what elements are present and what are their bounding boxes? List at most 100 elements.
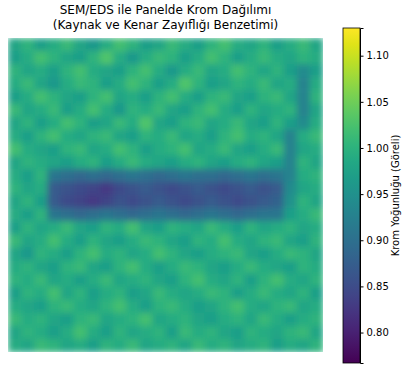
cell bbox=[87, 221, 101, 235]
cell bbox=[126, 103, 140, 117]
cell bbox=[152, 313, 166, 327]
cell bbox=[100, 38, 114, 52]
cell bbox=[100, 339, 114, 352]
cell bbox=[8, 326, 22, 340]
cell bbox=[87, 143, 101, 157]
cell bbox=[74, 51, 88, 65]
cell bbox=[61, 221, 75, 235]
cell bbox=[8, 221, 22, 235]
cell bbox=[205, 326, 219, 340]
cell bbox=[100, 274, 114, 288]
cell bbox=[139, 143, 153, 157]
colorbar-tick: 1.05 bbox=[360, 97, 389, 108]
cell bbox=[100, 156, 114, 170]
colorbar-tick-label: 1.00 bbox=[367, 143, 389, 154]
cell bbox=[271, 117, 285, 131]
cell bbox=[21, 339, 35, 352]
cell bbox=[244, 90, 258, 104]
cell bbox=[74, 38, 88, 52]
cell bbox=[47, 182, 61, 196]
colorbar-tick: 0.95 bbox=[360, 189, 389, 200]
cell bbox=[113, 234, 127, 248]
cell bbox=[284, 51, 298, 65]
cell bbox=[192, 156, 206, 170]
cell bbox=[47, 169, 61, 183]
cell bbox=[166, 38, 180, 52]
colorbar-tick-label: 0.80 bbox=[367, 327, 389, 338]
cell bbox=[152, 221, 166, 235]
cell bbox=[271, 64, 285, 78]
cell bbox=[284, 117, 298, 131]
cell bbox=[284, 195, 298, 209]
cell bbox=[166, 103, 180, 117]
cell bbox=[74, 64, 88, 78]
cell bbox=[139, 195, 153, 209]
cell bbox=[126, 182, 140, 196]
cell bbox=[61, 182, 75, 196]
cell bbox=[34, 234, 48, 248]
cell bbox=[100, 221, 114, 235]
cell bbox=[8, 234, 22, 248]
title: SEM/EDS ile Panelde Krom Dağılımı(Kaynak… bbox=[53, 3, 279, 32]
cell bbox=[257, 313, 271, 327]
cell bbox=[310, 287, 323, 301]
cell bbox=[284, 234, 298, 248]
cell bbox=[100, 103, 114, 117]
cell bbox=[205, 195, 219, 209]
cell bbox=[271, 38, 285, 52]
plot-area bbox=[8, 38, 323, 352]
cell bbox=[87, 38, 101, 52]
cell bbox=[126, 156, 140, 170]
cell bbox=[231, 208, 245, 222]
cell bbox=[231, 38, 245, 52]
cell bbox=[74, 274, 88, 288]
cell bbox=[113, 208, 127, 222]
cell bbox=[284, 274, 298, 288]
cell bbox=[113, 38, 127, 52]
cell bbox=[231, 300, 245, 314]
cell bbox=[47, 117, 61, 131]
cell bbox=[205, 287, 219, 301]
cell bbox=[271, 274, 285, 288]
cell bbox=[166, 260, 180, 274]
cell bbox=[126, 195, 140, 209]
cell bbox=[297, 274, 311, 288]
cell bbox=[47, 77, 61, 91]
cell bbox=[257, 182, 271, 196]
cell bbox=[231, 339, 245, 352]
cell bbox=[100, 143, 114, 157]
cell bbox=[34, 182, 48, 196]
cell bbox=[205, 38, 219, 52]
cell bbox=[61, 64, 75, 78]
cell bbox=[166, 339, 180, 352]
cell bbox=[205, 221, 219, 235]
cell bbox=[47, 156, 61, 170]
cell bbox=[126, 234, 140, 248]
cell bbox=[21, 156, 35, 170]
cell bbox=[257, 234, 271, 248]
cell bbox=[74, 287, 88, 301]
colorbar-tick-mark bbox=[360, 194, 364, 195]
cell bbox=[192, 143, 206, 157]
cell bbox=[310, 234, 323, 248]
cell bbox=[152, 117, 166, 131]
colorbar-tick-label: 1.10 bbox=[367, 50, 389, 61]
cell bbox=[47, 38, 61, 52]
cell bbox=[113, 339, 127, 352]
cell bbox=[74, 260, 88, 274]
colorbar-tick-mark bbox=[360, 56, 364, 57]
cell bbox=[231, 77, 245, 91]
cell bbox=[192, 234, 206, 248]
cell bbox=[166, 300, 180, 314]
cell bbox=[284, 208, 298, 222]
cell bbox=[21, 117, 35, 131]
cell bbox=[74, 143, 88, 157]
cell bbox=[152, 300, 166, 314]
cell bbox=[21, 326, 35, 340]
cell bbox=[192, 326, 206, 340]
cell bbox=[192, 64, 206, 78]
cell bbox=[100, 195, 114, 209]
cell bbox=[126, 90, 140, 104]
cell bbox=[139, 169, 153, 183]
cell bbox=[8, 274, 22, 288]
